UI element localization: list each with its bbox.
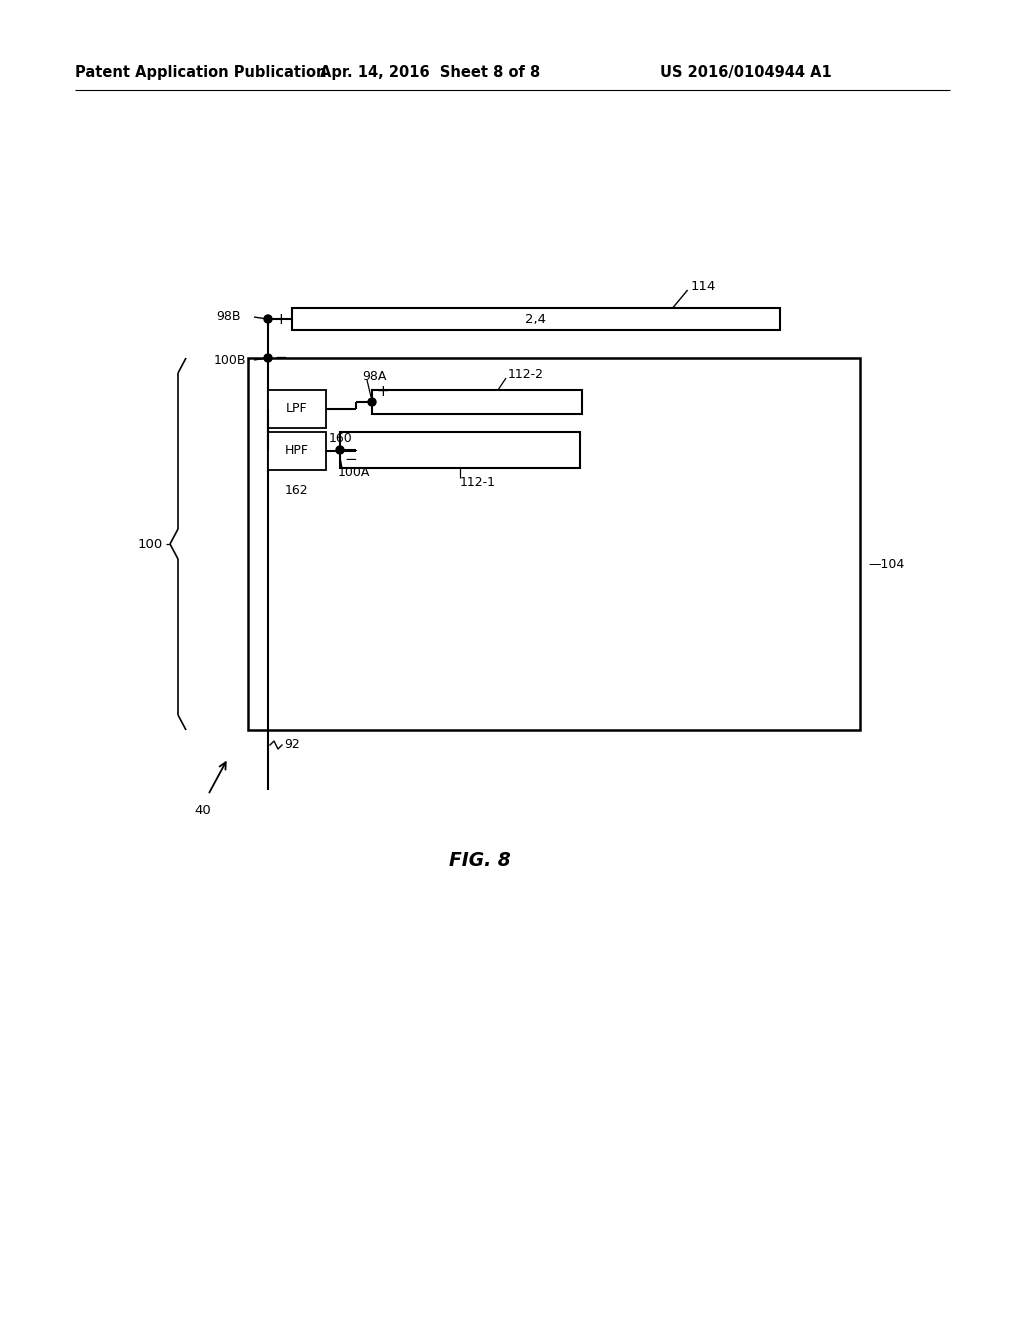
Text: LPF: LPF	[286, 403, 308, 416]
Text: Patent Application Publication: Patent Application Publication	[75, 65, 327, 79]
Text: 112-1: 112-1	[460, 475, 496, 488]
Text: +: +	[274, 312, 287, 326]
Text: US 2016/0104944 A1: US 2016/0104944 A1	[660, 65, 831, 79]
Text: Apr. 14, 2016  Sheet 8 of 8: Apr. 14, 2016 Sheet 8 of 8	[319, 65, 540, 79]
Bar	[268, 432, 326, 470]
Bar	[292, 308, 780, 330]
Text: 2,4: 2,4	[525, 313, 547, 326]
Bar	[340, 432, 580, 469]
Text: —104: —104	[868, 557, 904, 570]
Circle shape	[368, 399, 376, 407]
Text: 114: 114	[690, 280, 716, 293]
Text: FIG. 8: FIG. 8	[450, 850, 511, 870]
Text: −: −	[344, 453, 356, 467]
Text: +: +	[376, 384, 389, 400]
Text: 98B: 98B	[216, 309, 241, 322]
Text: −: −	[274, 351, 287, 366]
Text: 98A: 98A	[362, 371, 386, 384]
Text: 100A: 100A	[338, 466, 371, 479]
Circle shape	[264, 315, 272, 323]
Circle shape	[264, 354, 272, 362]
Text: 112-2: 112-2	[508, 367, 544, 380]
Bar	[248, 358, 860, 730]
Bar	[372, 389, 582, 414]
Circle shape	[336, 446, 344, 454]
Text: 160: 160	[329, 432, 352, 445]
Text: 40: 40	[195, 804, 211, 817]
Bar	[268, 389, 326, 428]
Text: 100: 100	[138, 537, 163, 550]
Text: HPF: HPF	[285, 445, 309, 458]
Text: 92: 92	[284, 738, 300, 751]
Text: 162: 162	[285, 483, 308, 496]
Text: 100B: 100B	[214, 354, 247, 367]
